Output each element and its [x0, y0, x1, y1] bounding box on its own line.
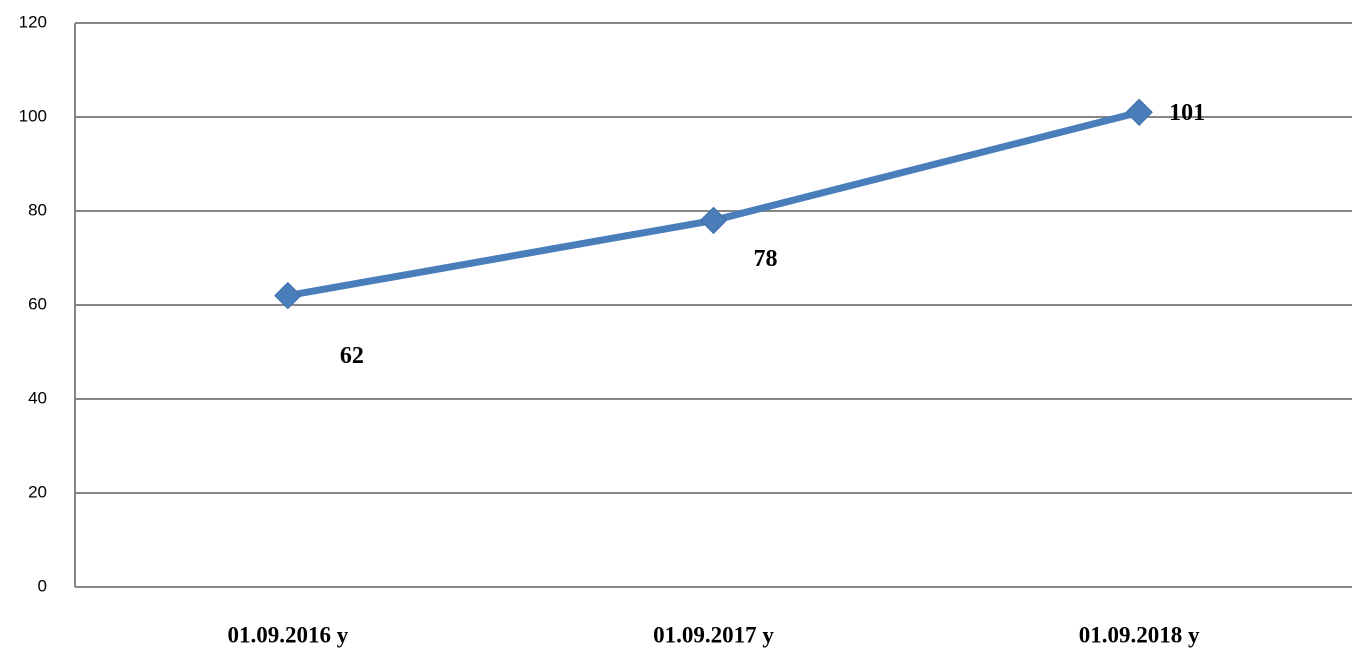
data-label: 101: [1169, 100, 1205, 126]
marker: [699, 206, 728, 235]
x-tick-label: 01.09.2016 y: [227, 622, 348, 647]
y-tick-label: 60: [28, 294, 47, 313]
data-label: 62: [340, 343, 364, 369]
y-tick-label: 100: [19, 106, 47, 125]
y-tick-label: 80: [28, 200, 47, 219]
data-label: 78: [754, 246, 778, 272]
x-tick-label: 01.09.2017 y: [653, 622, 774, 647]
marker: [274, 281, 302, 310]
marker: [1125, 98, 1153, 127]
y-tick-label: 0: [38, 576, 47, 595]
y-tick-label: 40: [28, 388, 47, 407]
y-tick-label: 20: [28, 482, 47, 501]
x-tick-label: 01.09.2018 y: [1079, 622, 1200, 647]
y-tick-label: 120: [19, 12, 47, 31]
